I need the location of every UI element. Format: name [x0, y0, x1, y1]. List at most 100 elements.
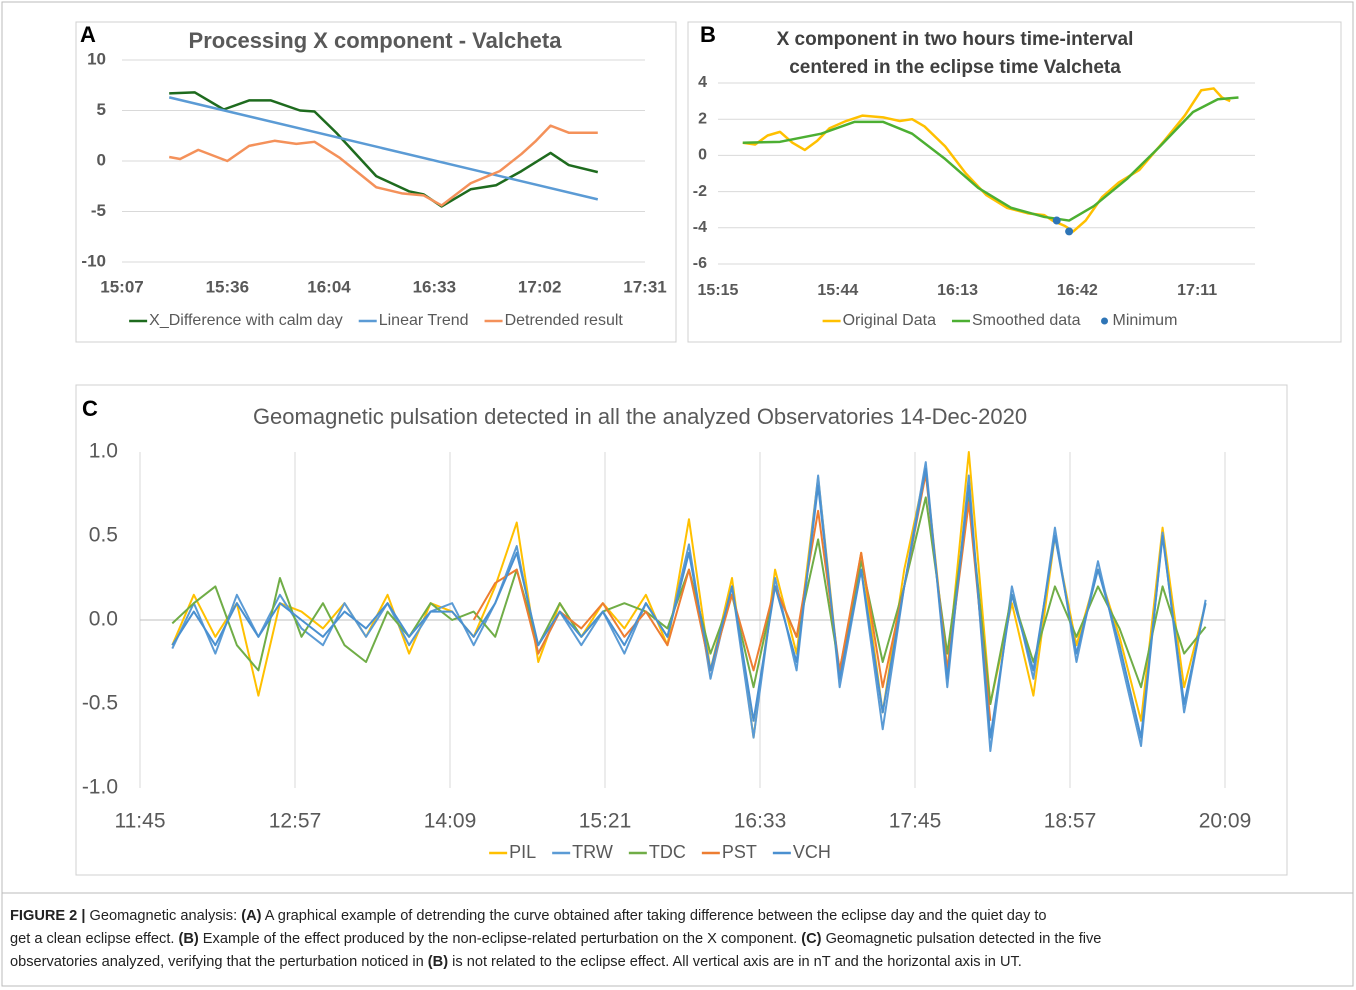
legend-label: Detrended result: [505, 312, 624, 329]
caption: FIGURE 2 | Geomagnetic analysis: (A) A g…: [10, 905, 1346, 974]
panel-frame: [687, 21, 1342, 343]
x-tick-label: 16:33: [734, 810, 787, 833]
legend-label: PIL: [509, 842, 536, 862]
legend-label: Original Data: [843, 312, 936, 329]
legend-label: PST: [722, 842, 757, 862]
y-tick-label: 1.0: [89, 440, 118, 463]
x-tick-label: 16:04: [307, 277, 351, 296]
legend: Original Data Smoothed data Minimum: [822, 312, 1177, 329]
x-tick-label: 15:21: [579, 810, 632, 833]
caption-text: observatories analyzed, verifying that t…: [10, 954, 428, 970]
caption-text: (A): [241, 908, 262, 924]
series-line: [171, 467, 1207, 739]
caption-line: get a clean eclipse effect. (B) Example …: [10, 928, 1346, 951]
chart-title: Processing X component - Valcheta: [189, 28, 563, 53]
legend-label: Smoothed data: [972, 312, 1081, 329]
chart-title: Geomagnetic pulsation detected in all th…: [253, 404, 1027, 429]
x-tick-label: 12:57: [269, 810, 322, 833]
legend-label: X_Difference with calm day: [149, 312, 343, 329]
legend-label: Linear Trend: [379, 312, 469, 329]
caption-text: (B): [427, 954, 449, 970]
data-point: [1052, 216, 1061, 225]
series-line: [168, 96, 599, 201]
legend-item: Smoothed data: [951, 312, 1081, 329]
x-tick-label: 16:42: [1057, 282, 1098, 299]
x-tick-label: 17:11: [1177, 282, 1217, 299]
caption-text: Example of the effect produced by the no…: [198, 931, 802, 947]
legend-item: PIL: [489, 842, 536, 862]
legend: X_Difference with calm day Linear Trend De…: [129, 312, 623, 329]
x-tick-label: 18:57: [1044, 810, 1097, 833]
y-tick-label: -2: [693, 183, 707, 200]
panel-letter: B: [700, 22, 716, 47]
x-tick-label: 20:09: [1199, 810, 1252, 833]
y-tick-label: 0.0: [89, 608, 118, 631]
caption-text: is not related to the eclipse effect. Al…: [448, 954, 1022, 970]
panel-letter: C: [82, 396, 98, 421]
x-tick-label: 15:15: [698, 282, 739, 299]
legend-item: Detrended result: [484, 312, 624, 329]
caption-text: (B): [178, 931, 199, 947]
caption-text: (C): [801, 931, 822, 947]
series-line: [742, 87, 1231, 233]
y-tick-label: -10: [81, 251, 106, 270]
y-tick-label: -1.0: [82, 776, 118, 799]
y-tick-label: 0: [698, 147, 707, 164]
legend-item: Minimum: [1101, 312, 1177, 329]
y-tick-label: 0: [97, 150, 106, 169]
panel-frame: [75, 384, 1288, 876]
panel-frame: [75, 21, 677, 343]
x-tick-label: 17:02: [518, 277, 561, 296]
x-tick-label: 17:31: [623, 277, 666, 296]
x-tick-label: 11:45: [115, 810, 166, 833]
y-tick-label: -6: [693, 255, 707, 272]
series-line: [171, 461, 1207, 753]
caption-line: observatories analyzed, verifying that t…: [10, 951, 1346, 974]
series-line: [472, 472, 992, 721]
chart-title: centered in the eclipse time Valcheta: [789, 57, 1121, 78]
x-tick-label: 15:44: [817, 282, 858, 299]
panel-letter: A: [80, 22, 96, 47]
y-tick-label: 5: [97, 100, 106, 119]
caption-text: Geomagnetic analysis:: [85, 908, 242, 924]
legend-item: TDC: [628, 842, 686, 862]
series-line: [742, 96, 1239, 222]
legend-item: PST: [701, 842, 757, 862]
legend-label: TRW: [572, 842, 613, 862]
x-tick-label: 17:45: [889, 810, 942, 833]
x-tick-label: 15:36: [206, 277, 249, 296]
caption-text: FIGURE 2 |: [10, 908, 86, 924]
legend-label: VCH: [793, 842, 831, 862]
legend-label: Minimum: [1113, 312, 1178, 329]
series-line: [171, 451, 1207, 739]
y-tick-label: 2: [698, 110, 707, 127]
legend-item: VCH: [772, 842, 831, 862]
x-tick-label: 16:13: [937, 282, 978, 299]
legend-label: TDC: [649, 842, 686, 862]
caption-line: FIGURE 2 | Geomagnetic analysis: (A) A g…: [10, 905, 1346, 928]
data-point: [1065, 227, 1074, 236]
series-line: [171, 496, 1207, 705]
legend-swatch: [1101, 317, 1109, 325]
series-line: [169, 91, 599, 208]
legend-item: Original Data: [822, 312, 936, 329]
x-tick-label: 16:33: [413, 277, 456, 296]
caption-text: get a clean eclipse effect.: [10, 931, 179, 947]
y-tick-label: -5: [91, 201, 106, 220]
caption-text: Geomagnetic pulsation detected in the fi…: [821, 931, 1102, 947]
legend-item: X_Difference with calm day: [129, 312, 343, 329]
x-tick-label: 15:07: [100, 277, 143, 296]
caption-text: A graphical example of detrending the cu…: [261, 908, 1047, 924]
series-line: [168, 124, 598, 207]
y-tick-label: 10: [87, 49, 106, 68]
legend: PIL TRW TDC PST VCH: [489, 842, 831, 862]
y-tick-label: 4: [698, 74, 707, 91]
y-tick-label: 0.5: [89, 524, 118, 547]
y-tick-label: -0.5: [82, 692, 118, 715]
legend-item: TRW: [552, 842, 613, 862]
legend-item: Linear Trend: [358, 312, 469, 329]
y-tick-label: -4: [693, 219, 707, 236]
